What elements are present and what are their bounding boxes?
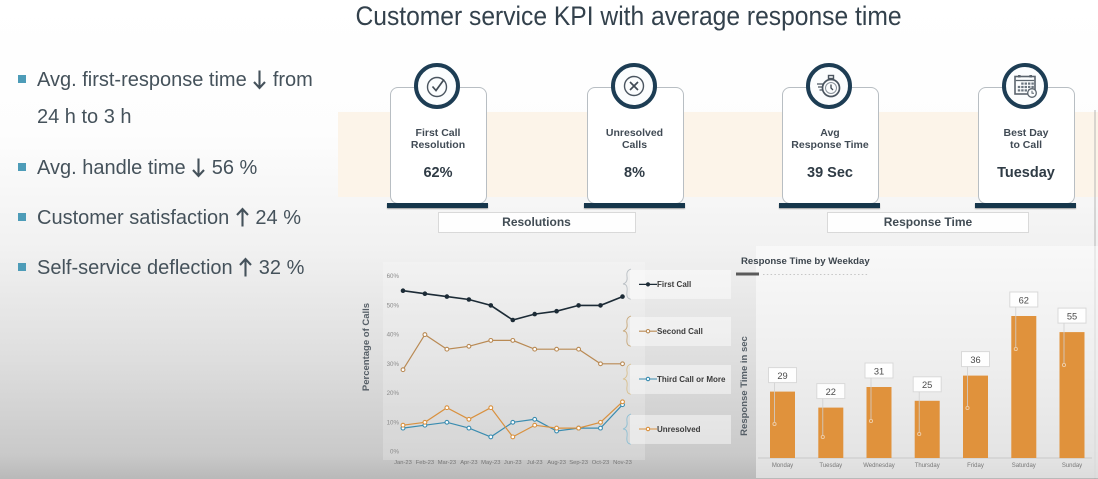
svg-text:62: 62: [1019, 295, 1029, 305]
svg-text:Mar-23: Mar-23: [438, 460, 456, 466]
svg-text:First Call: First Call: [657, 280, 691, 289]
svg-text:22: 22: [826, 387, 836, 397]
svg-text:0%: 0%: [390, 449, 399, 456]
svg-text:50%: 50%: [387, 302, 400, 309]
svg-text:Monday: Monday: [772, 463, 793, 469]
svg-text:Response Time in sec: Response Time in sec: [739, 336, 750, 436]
svg-text:Percentage of Calls: Percentage of Calls: [361, 303, 372, 391]
svg-text:20%: 20%: [387, 390, 400, 397]
svg-text:May-23: May-23: [481, 460, 500, 466]
svg-text:Feb-23: Feb-23: [416, 460, 434, 466]
svg-text:Thursday: Thursday: [915, 463, 940, 469]
svg-text:Third Call or More: Third Call or More: [657, 375, 726, 384]
svg-text:Jun-23: Jun-23: [504, 460, 522, 466]
svg-text:Tuesday: Tuesday: [819, 463, 842, 469]
svg-text:Nov-23: Nov-23: [613, 460, 632, 466]
svg-text:60%: 60%: [387, 273, 400, 280]
svg-text:Oct-23: Oct-23: [592, 460, 609, 466]
svg-text:10%: 10%: [387, 419, 400, 426]
svg-text:Wednesday: Wednesday: [863, 463, 895, 469]
svg-text:Sunday: Sunday: [1062, 463, 1082, 469]
svg-text:Unresolved: Unresolved: [657, 425, 701, 434]
svg-text:29: 29: [777, 371, 787, 381]
svg-text:Aug-23: Aug-23: [547, 460, 566, 466]
svg-text:Saturday: Saturday: [1012, 463, 1036, 469]
svg-text:31: 31: [874, 366, 884, 376]
svg-text:55: 55: [1067, 312, 1077, 322]
svg-text:Response Time by Weekday: Response Time by Weekday: [741, 256, 870, 267]
svg-text:30%: 30%: [387, 361, 400, 368]
svg-text:Friday: Friday: [967, 463, 984, 469]
svg-text:Jan-23: Jan-23: [394, 460, 412, 466]
svg-text:Apr-23: Apr-23: [460, 460, 477, 466]
svg-text:40%: 40%: [387, 332, 400, 339]
svg-text:Sep-23: Sep-23: [569, 460, 588, 466]
svg-text:25: 25: [922, 380, 932, 390]
svg-text:Jul-23: Jul-23: [527, 460, 543, 466]
svg-text:36: 36: [970, 355, 980, 365]
svg-text:Second Call: Second Call: [657, 327, 703, 336]
